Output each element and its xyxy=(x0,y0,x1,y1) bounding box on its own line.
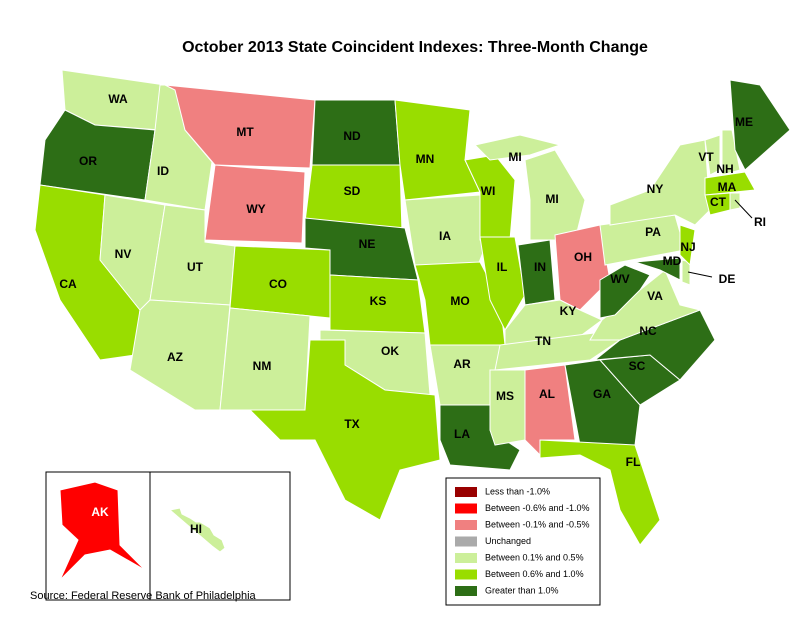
state-label: TX xyxy=(344,417,359,431)
legend-label: Unchanged xyxy=(485,536,531,546)
state-shape xyxy=(517,239,556,306)
legend-label: Between 0.1% and 0.5% xyxy=(485,552,584,562)
legend-swatch xyxy=(455,503,477,514)
state-label: PA xyxy=(645,225,661,239)
state-label: ME xyxy=(735,115,753,129)
state-label: MA xyxy=(718,180,737,194)
state-label: NJ xyxy=(680,240,695,254)
state-label: RI xyxy=(754,215,766,229)
state-label: UT xyxy=(187,260,204,274)
state-label: IL xyxy=(497,260,508,274)
state-label: SC xyxy=(629,359,646,373)
state-shape xyxy=(479,236,526,332)
state-shape xyxy=(539,439,661,546)
state-label: MD xyxy=(663,254,682,268)
state-label: VA xyxy=(647,289,663,303)
state-shape xyxy=(729,79,791,171)
source: Source: Federal Reserve Bank of Philadel… xyxy=(30,590,257,602)
state-label: MS xyxy=(496,389,514,403)
state-label: GA xyxy=(593,387,611,401)
state-label: WV xyxy=(610,272,629,286)
hawaii-inset xyxy=(149,471,291,601)
state-shape xyxy=(564,359,641,446)
state-label: MI xyxy=(508,150,521,164)
state-label: KY xyxy=(560,304,577,318)
state-label: SD xyxy=(344,184,361,198)
legend-swatch xyxy=(455,569,477,580)
state-label: AZ xyxy=(167,350,183,364)
state-label: LA xyxy=(454,427,470,441)
state-label: CO xyxy=(269,277,287,291)
state-shape xyxy=(489,369,526,446)
state-label: WI xyxy=(481,184,496,198)
state-label: NE xyxy=(359,237,376,251)
state-label: NM xyxy=(253,359,272,373)
state-label: ID xyxy=(157,164,169,178)
state-label: MO xyxy=(450,294,469,308)
state-label: NY xyxy=(647,182,664,196)
state-label: TN xyxy=(535,334,551,348)
state-shape xyxy=(168,507,226,553)
state-shape xyxy=(474,134,562,161)
state-label: HI xyxy=(190,522,202,536)
state-shape xyxy=(248,339,441,521)
legend-label: Between -0.6% and -1.0% xyxy=(485,503,590,513)
state-label: AR xyxy=(453,357,471,371)
state-label: OR xyxy=(79,154,97,168)
state-shape xyxy=(589,269,702,341)
state-label: DE xyxy=(719,272,736,286)
state-label: AK xyxy=(91,505,109,519)
state-label: OH xyxy=(574,250,592,264)
ri-leader xyxy=(734,199,753,219)
state-label: MI xyxy=(545,192,558,206)
state-shape xyxy=(204,164,306,244)
legend-label: Greater than 1.0% xyxy=(485,585,559,595)
state-label: AL xyxy=(539,387,555,401)
state-shape xyxy=(729,192,741,211)
state-label: OK xyxy=(381,344,399,358)
state-label: CA xyxy=(59,277,77,291)
state-shape xyxy=(721,129,741,176)
state-label: CT xyxy=(710,195,727,209)
map-title: October 2013 State Coincident Indexes: T… xyxy=(182,39,648,56)
legend-swatch xyxy=(455,536,477,547)
state-shape xyxy=(494,331,622,371)
legend-swatch xyxy=(455,586,477,596)
de-leader xyxy=(687,271,713,278)
legend-swatch xyxy=(455,487,477,497)
state-shape xyxy=(634,257,681,281)
state-label: NH xyxy=(716,162,733,176)
legend-label: Between -0.1% and -0.5% xyxy=(485,519,590,529)
state-shape xyxy=(679,224,696,267)
state-shape xyxy=(599,264,651,319)
state-label: NV xyxy=(115,247,132,261)
state-label: MT xyxy=(236,125,254,139)
state-shape xyxy=(554,224,611,311)
state-label: MN xyxy=(416,152,435,166)
state-shape xyxy=(704,134,721,176)
legend-label: Less than -1.0% xyxy=(485,486,550,496)
state-shape xyxy=(394,99,481,201)
state-label: FL xyxy=(626,455,641,469)
legend-swatch xyxy=(455,553,477,563)
state-shape xyxy=(59,481,146,581)
state-label: VT xyxy=(698,150,714,164)
state-label: WY xyxy=(246,202,265,216)
state-label: NC xyxy=(639,324,657,338)
state-label: ND xyxy=(343,129,361,143)
state-label: KS xyxy=(370,294,387,308)
legend-label: Between 0.6% and 1.0% xyxy=(485,569,584,579)
state-label: WA xyxy=(108,92,128,106)
state-shape xyxy=(704,171,756,196)
state-label: IA xyxy=(439,229,451,243)
state-label: IN xyxy=(534,260,546,274)
legend-swatch xyxy=(455,520,477,530)
